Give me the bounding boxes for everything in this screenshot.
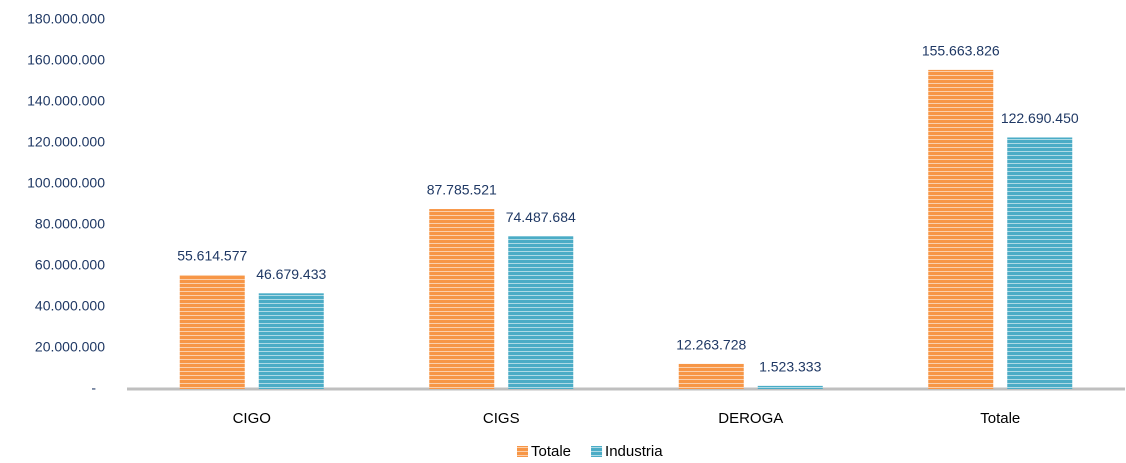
y-tick-label: 140.000.000 <box>27 93 105 109</box>
bar <box>258 293 324 389</box>
bar <box>429 209 495 389</box>
bar <box>508 236 574 389</box>
value-label: 122.690.450 <box>1001 110 1079 126</box>
value-label: 74.487.684 <box>506 209 576 225</box>
value-label: 87.785.521 <box>427 182 497 198</box>
x-tick-label: CIGO <box>233 410 271 427</box>
bar <box>928 69 994 389</box>
y-tick-label: 180.000.000 <box>27 11 105 27</box>
legend-label: Industria <box>605 443 663 460</box>
value-label: 1.523.333 <box>759 359 821 375</box>
y-tick-label: 160.000.000 <box>27 52 105 68</box>
y-tick-label: 40.000.000 <box>35 298 105 314</box>
legend-swatch <box>591 446 603 457</box>
x-tick-label: Totale <box>980 410 1020 427</box>
y-tick-label: 20.000.000 <box>35 339 105 355</box>
bar <box>678 363 744 389</box>
legend-swatch <box>517 446 528 457</box>
value-label: 155.663.826 <box>922 43 1000 59</box>
y-tick-label: 120.000.000 <box>27 134 105 150</box>
value-label: 55.614.577 <box>177 248 247 264</box>
value-label: 12.263.728 <box>676 337 746 353</box>
bar <box>757 385 823 389</box>
y-tick-label: - <box>91 380 96 396</box>
y-tick-label: 80.000.000 <box>35 216 105 232</box>
y-tick-label: 100.000.000 <box>27 175 105 191</box>
bar <box>179 274 245 389</box>
bar <box>1007 137 1073 389</box>
y-tick-label: 60.000.000 <box>35 257 105 273</box>
x-tick-label: CIGS <box>483 410 520 427</box>
legend-label: Totale <box>531 443 571 460</box>
x-tick-label: DEROGA <box>718 410 783 427</box>
value-label: 46.679.433 <box>256 266 326 282</box>
